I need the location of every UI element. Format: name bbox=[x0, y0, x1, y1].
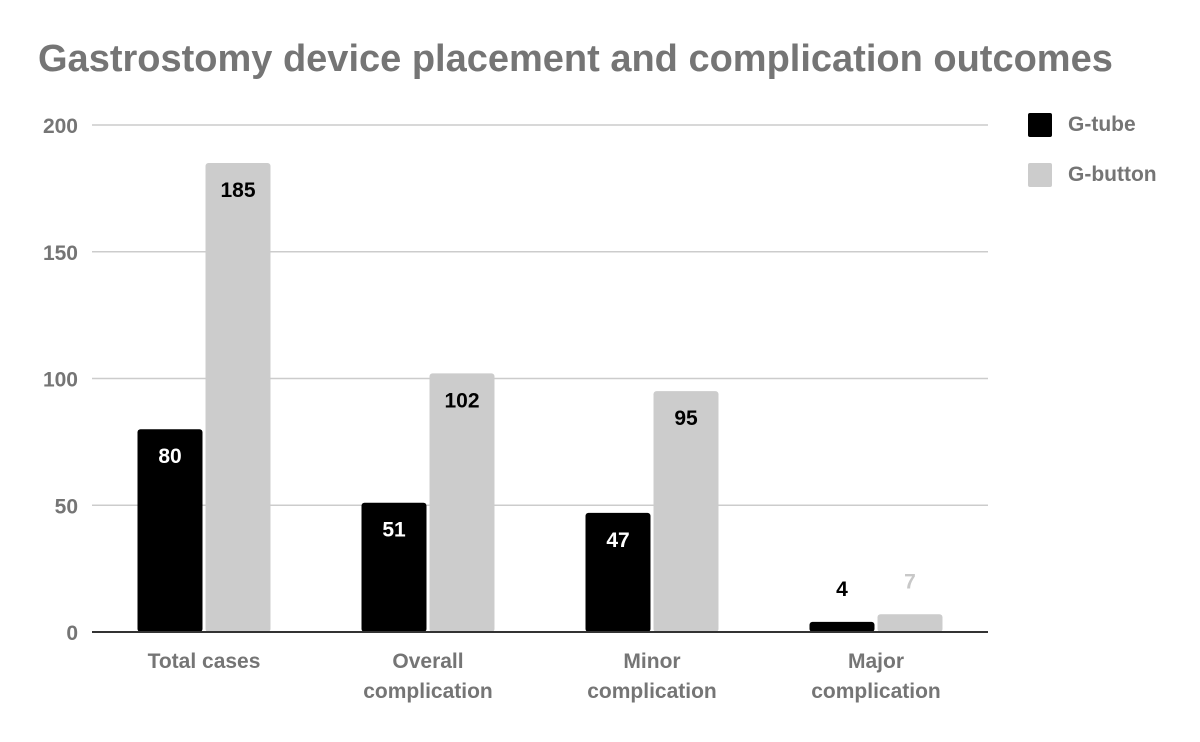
x-tick-label-1-0: Overall bbox=[392, 650, 463, 673]
legend-label-g-button: G-button bbox=[1068, 163, 1157, 186]
x-tick-label-3-0: Major bbox=[848, 650, 904, 673]
y-tick-label-100: 100 bbox=[43, 369, 78, 392]
data-label-g-button-1: 102 bbox=[444, 389, 479, 412]
legend-swatch-g-tube bbox=[1028, 113, 1052, 137]
data-label-g-tube-2: 47 bbox=[606, 529, 629, 552]
legend-item-g-button: G-button bbox=[1028, 162, 1157, 188]
x-tick-label-3-1: complication bbox=[811, 680, 941, 703]
x-tick-label-0-0: Total cases bbox=[148, 650, 261, 673]
data-label-g-button-0: 185 bbox=[220, 179, 255, 202]
y-tick-label-200: 200 bbox=[43, 115, 78, 138]
bar-g-button-2 bbox=[653, 391, 719, 632]
x-tick-label-2-0: Minor bbox=[623, 650, 680, 673]
bar-g-tube-0 bbox=[137, 429, 203, 632]
bar-g-tube-2 bbox=[585, 512, 651, 632]
bar-g-button-1 bbox=[429, 373, 495, 632]
y-tick-label-0: 0 bbox=[66, 622, 78, 645]
data-label-g-tube-1: 51 bbox=[382, 519, 406, 542]
bar-g-tube-3 bbox=[809, 621, 875, 632]
data-label-g-tube-0: 80 bbox=[158, 445, 181, 468]
legend: G-tube G-button bbox=[1028, 112, 1157, 212]
chart-title: Gastrostomy device placement and complic… bbox=[38, 38, 1113, 80]
x-tick-label-2-1: complication bbox=[587, 680, 717, 703]
y-tick-label-150: 150 bbox=[43, 242, 78, 265]
data-label-g-button-2: 95 bbox=[674, 407, 698, 430]
legend-swatch-g-button bbox=[1028, 163, 1052, 187]
bar-g-button-3 bbox=[877, 614, 943, 632]
data-label-g-tube-3: 4 bbox=[836, 578, 848, 601]
legend-label-g-tube: G-tube bbox=[1068, 113, 1136, 136]
bar-g-button-0 bbox=[205, 163, 271, 632]
bar-g-tube-1 bbox=[361, 502, 427, 632]
legend-item-g-tube: G-tube bbox=[1028, 112, 1157, 138]
x-tick-label-1-1: complication bbox=[363, 680, 493, 703]
y-tick-label-50: 50 bbox=[55, 495, 78, 518]
data-label-g-button-3: 7 bbox=[904, 570, 916, 593]
